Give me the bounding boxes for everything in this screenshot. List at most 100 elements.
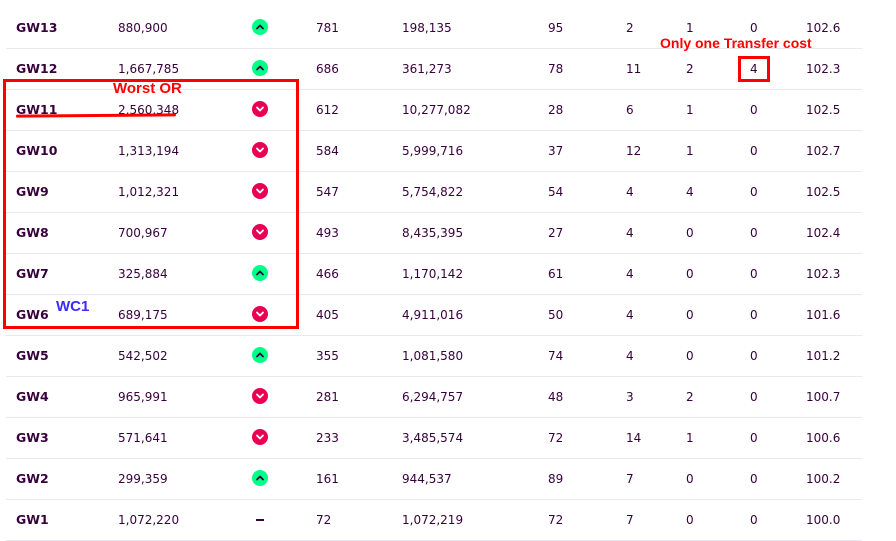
table-row: GW9 1,012,321 547 5,754,822 54 4 4 0 102.5 [6, 172, 862, 213]
transfers-cell: 2 [686, 390, 694, 404]
rank-down-icon [252, 306, 268, 322]
table-row: GW6 689,175 405 4,911,016 50 4 0 0 101.6 [6, 295, 862, 336]
table-row: GW8 700,967 493 8,435,395 27 4 0 0 102.4 [6, 213, 862, 254]
highlight-box-gw6-gw11 [3, 79, 299, 329]
transfers-made-cell: 11 [626, 62, 642, 76]
gameweek-rank-cell: 6,294,757 [402, 390, 464, 404]
rank-down-icon [252, 224, 268, 240]
overall-rank-cell: 325,884 [118, 267, 168, 281]
transfers-made-cell: 4 [626, 308, 634, 322]
rank-up-icon [252, 347, 268, 363]
transfers-made-cell: 12 [626, 144, 642, 158]
overall-rank-cell: 700,967 [118, 226, 168, 240]
gameweek-label: GW3 [16, 430, 49, 445]
rank-movement-cell [252, 418, 270, 458]
team-value-cell: 100.0 [806, 513, 841, 527]
gameweek-rank-cell: 198,135 [402, 21, 452, 35]
transfer-cost-cell: 0 [750, 103, 758, 117]
bench-points-cell: 27 [548, 226, 564, 240]
bench-points-cell: 48 [548, 390, 564, 404]
gameweek-rank-cell: 361,273 [402, 62, 452, 76]
points-cell: 72 [316, 513, 332, 527]
gameweek-rank-cell: 3,485,574 [402, 431, 464, 445]
overall-rank-cell: 689,175 [118, 308, 168, 322]
gameweek-rank-cell: 944,537 [402, 472, 452, 486]
rank-up-icon [252, 470, 268, 486]
bench-points-cell: 95 [548, 21, 564, 35]
rank-movement-cell [252, 8, 270, 48]
transfer-cost-cell: 0 [750, 267, 758, 281]
rank-movement-cell [252, 213, 270, 253]
points-cell: 405 [316, 308, 339, 322]
transfers-cell: 4 [686, 185, 694, 199]
gameweek-rank-cell: 1,072,219 [402, 513, 464, 527]
rank-movement-cell [252, 49, 270, 89]
transfers-made-cell: 14 [626, 431, 642, 445]
transfers-cell: 0 [686, 308, 694, 322]
gameweek-rank-cell: 5,754,822 [402, 185, 464, 199]
transfer-cost-cell: 0 [750, 431, 758, 445]
annotation-worst-or: Worst OR [113, 80, 182, 97]
rank-movement-cell [252, 377, 270, 417]
transfer-cost-cell: 4 [750, 62, 758, 76]
highlight-box-transfer-cost [738, 56, 770, 82]
team-value-cell: 102.7 [806, 144, 841, 158]
rank-up-icon [252, 19, 268, 35]
bench-points-cell: 50 [548, 308, 564, 322]
transfers-cell: 1 [686, 431, 694, 445]
overall-rank-cell: 1,012,321 [118, 185, 180, 199]
transfer-cost-cell: 0 [750, 226, 758, 240]
rank-down-icon [252, 388, 268, 404]
gameweek-rank-cell: 8,435,395 [402, 226, 464, 240]
transfers-made-cell: 6 [626, 103, 634, 117]
table-row: GW1 1,072,220 72 1,072,219 72 7 0 0 100.0 [6, 500, 862, 541]
gameweek-label: GW13 [16, 20, 58, 35]
bench-points-cell: 37 [548, 144, 564, 158]
transfers-made-cell: 7 [626, 513, 634, 527]
team-value-cell: 102.3 [806, 62, 841, 76]
team-value-cell: 102.6 [806, 21, 841, 35]
points-cell: 161 [316, 472, 339, 486]
transfers-cell: 2 [686, 62, 694, 76]
transfers-cell: 1 [686, 21, 694, 35]
gameweek-rank-cell: 1,170,142 [402, 267, 464, 281]
gameweek-label: GW1 [16, 512, 49, 527]
points-cell: 781 [316, 21, 339, 35]
team-value-cell: 100.6 [806, 431, 841, 445]
team-value-cell: 102.4 [806, 226, 841, 240]
table-row: GW2 299,359 161 944,537 89 7 0 0 100.2 [6, 459, 862, 500]
gameweek-label: GW4 [16, 389, 49, 404]
rank-movement-cell [252, 336, 270, 376]
team-value-cell: 102.5 [806, 185, 841, 199]
gameweek-label: GW8 [16, 225, 49, 240]
gameweek-rank-cell: 10,277,082 [402, 103, 471, 117]
bench-points-cell: 74 [548, 349, 564, 363]
gameweek-rank-cell: 4,911,016 [402, 308, 464, 322]
overall-rank-cell: 542,502 [118, 349, 168, 363]
points-cell: 584 [316, 144, 339, 158]
points-cell: 355 [316, 349, 339, 363]
gameweek-label: GW11 [16, 102, 58, 117]
overall-rank-cell: 1,667,785 [118, 62, 180, 76]
gameweek-label: GW2 [16, 471, 49, 486]
transfers-made-cell: 7 [626, 472, 634, 486]
table-row: GW7 325,884 466 1,170,142 61 4 0 0 102.3 [6, 254, 862, 295]
gameweek-rank-cell: 5,999,716 [402, 144, 464, 158]
points-cell: 686 [316, 62, 339, 76]
gameweek-label: GW7 [16, 266, 49, 281]
team-value-cell: 102.5 [806, 103, 841, 117]
transfers-cell: 0 [686, 513, 694, 527]
bench-points-cell: 61 [548, 267, 564, 281]
overall-rank-cell: 880,900 [118, 21, 168, 35]
rank-down-icon [252, 101, 268, 117]
transfers-made-cell: 4 [626, 185, 634, 199]
overall-rank-cell: 571,641 [118, 431, 168, 445]
gameweek-label: GW10 [16, 143, 58, 158]
transfers-made-cell: 2 [626, 21, 634, 35]
points-cell: 612 [316, 103, 339, 117]
gameweek-label: GW12 [16, 61, 58, 76]
transfer-cost-cell: 0 [750, 349, 758, 363]
transfers-cell: 0 [686, 226, 694, 240]
rank-movement-cell [252, 500, 270, 540]
points-cell: 281 [316, 390, 339, 404]
